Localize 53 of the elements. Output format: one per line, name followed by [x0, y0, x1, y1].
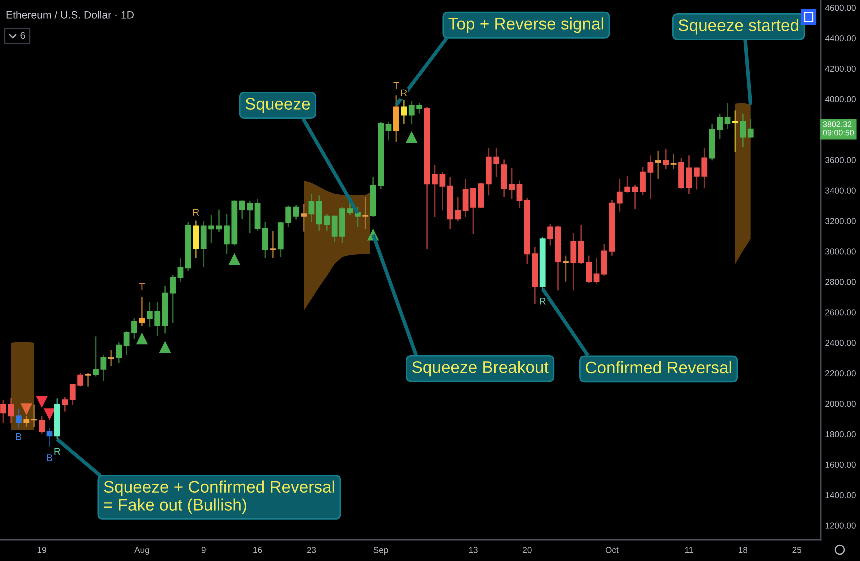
annotation: 6 — [20, 32, 26, 40]
annotation: B — [16, 434, 22, 440]
y-tick-label: 1200.00 — [826, 522, 856, 529]
y-tick-label: 4000.00 — [825, 96, 856, 102]
y-tick-label: 2200.00 — [826, 370, 856, 377]
annotation: Squeeze + Confirmed Reversal = Fake out (Bullish) — [104, 480, 334, 514]
x-tick-label: Oct — [606, 547, 619, 554]
x-tick-label: Aug — [134, 547, 150, 555]
x-tick-label: 18 — [739, 547, 748, 554]
point — [36, 396, 48, 408]
x-tick-label: 19 — [38, 547, 46, 554]
annotation: R — [401, 90, 408, 97]
annotation: R — [54, 448, 61, 456]
x-tick-label: 9 — [202, 547, 206, 554]
annotation: T — [139, 283, 145, 290]
annotation: T — [394, 82, 400, 90]
y-tick-label: 1800.00 — [826, 431, 856, 438]
annotation: Top + Reverse signal — [448, 18, 604, 34]
point — [136, 332, 148, 345]
y-tick-label: 4600.00 — [825, 5, 856, 12]
y-tick-label: 2400.00 — [826, 340, 856, 346]
point — [406, 131, 418, 144]
annotation: Squeeze — [246, 98, 310, 114]
y-tick-label: 3400.00 — [825, 188, 856, 194]
y-tick-label: 2800.00 — [826, 279, 856, 286]
y-tick-label: 4200.00 — [825, 66, 856, 72]
point — [44, 408, 56, 420]
annotation: Confirmed Reversal — [586, 361, 732, 374]
y-tick-label: 4400.00 — [825, 35, 856, 42]
y-tick-label: 1600.00 — [826, 462, 856, 468]
annotation: R — [540, 298, 546, 305]
y-tick-label: 3200.00 — [825, 218, 856, 224]
point — [20, 404, 33, 416]
annotation: Squeeze started — [678, 19, 798, 35]
y-tick-label: 2000.00 — [826, 400, 856, 408]
x-tick-label: 16 — [254, 547, 262, 554]
x-tick-label: 25 — [792, 547, 802, 554]
annotation: B — [47, 454, 52, 462]
y-tick-label: 1400.00 — [826, 492, 856, 498]
x-tick-label: 20 — [523, 547, 532, 554]
annotation: Squeeze Breakout — [412, 361, 549, 377]
x-tick-label: Sep — [374, 547, 388, 555]
y-tick-label: 3600.00 — [825, 157, 856, 164]
x-tick-label: 13 — [469, 547, 478, 554]
point — [228, 253, 241, 266]
annotation: R — [193, 209, 200, 216]
text: 3802.32 09:00:50 — [823, 122, 854, 136]
y-tick-label: 3000.00 — [825, 248, 856, 255]
text: Ethereum / U.S. Dollar · 1D — [6, 11, 134, 19]
y-tick-label: 2600.00 — [826, 310, 856, 316]
x-tick-label: 11 — [685, 547, 694, 554]
x-tick-label: 23 — [307, 547, 316, 554]
point — [159, 341, 172, 353]
